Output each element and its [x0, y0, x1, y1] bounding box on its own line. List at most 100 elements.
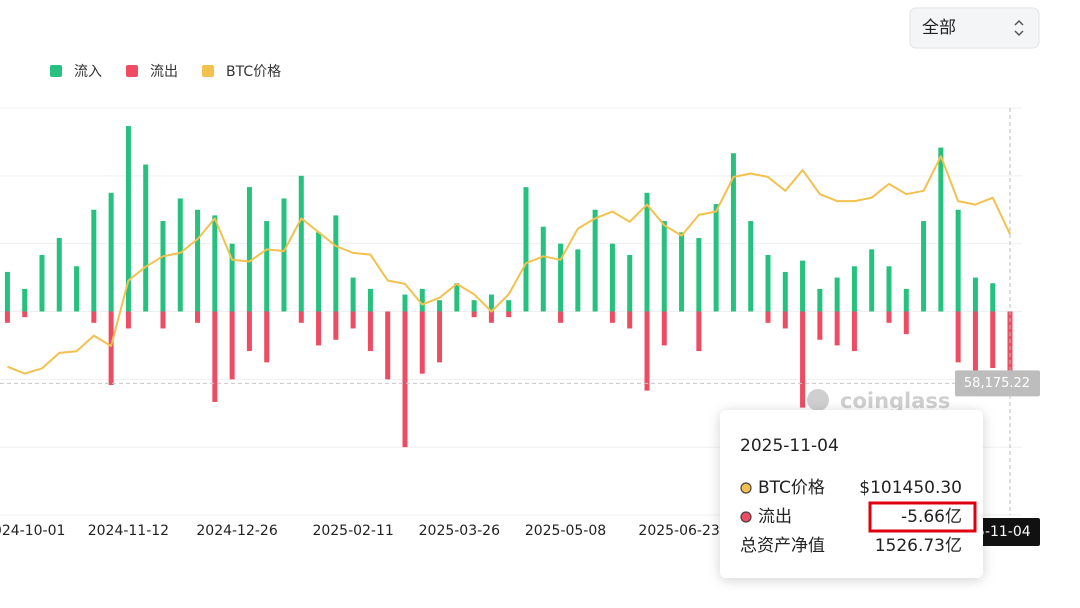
bar — [903, 311, 909, 335]
bar — [627, 311, 633, 329]
price-line — [7, 155, 1011, 375]
bar — [229, 311, 235, 380]
select-arrows — [1014, 19, 1024, 37]
bar — [125, 126, 131, 312]
tooltip-date: 2025-11-04 — [740, 436, 839, 456]
tooltip-name: 总资产净值 — [740, 536, 825, 556]
bar — [91, 209, 97, 312]
bar — [39, 254, 45, 312]
bar — [800, 311, 806, 408]
watermark-icon — [807, 389, 829, 411]
legend-swatch — [126, 65, 138, 77]
x-tick-label: 2025-06-23 — [638, 523, 719, 539]
bar — [886, 311, 892, 323]
tooltip-value: 1526.73亿 — [875, 536, 962, 556]
bar — [333, 311, 339, 340]
bar — [488, 294, 494, 312]
filter-select[interactable] — [909, 7, 1040, 49]
bar — [817, 311, 823, 340]
tooltip-name: BTC价格 — [758, 478, 825, 498]
bar — [661, 221, 667, 312]
bar — [972, 311, 978, 374]
bar — [817, 288, 823, 312]
bar — [298, 175, 304, 312]
bar — [419, 288, 425, 312]
bar — [471, 311, 477, 318]
bar — [955, 311, 961, 363]
bar — [921, 221, 927, 312]
bar — [851, 266, 857, 312]
x-tick-label: 2025-02-11 — [312, 523, 393, 539]
bar — [506, 300, 512, 312]
bar — [955, 209, 961, 312]
bar — [437, 300, 443, 312]
legend-label: 流出 — [150, 64, 178, 80]
bar — [903, 288, 909, 312]
bar — [540, 226, 546, 312]
bar — [782, 271, 788, 312]
bar — [195, 209, 201, 312]
bar — [229, 243, 235, 312]
tooltip-dot — [740, 482, 752, 494]
bar — [333, 215, 339, 312]
bar — [471, 300, 477, 312]
bar — [609, 243, 615, 312]
bar — [506, 311, 512, 318]
bar — [4, 311, 10, 323]
bar — [800, 260, 806, 312]
bar — [679, 232, 685, 312]
bar — [402, 294, 408, 312]
bar — [316, 232, 322, 312]
legend-swatch — [50, 65, 62, 77]
bar — [108, 192, 114, 312]
bar — [264, 311, 270, 363]
bar — [834, 311, 840, 346]
bar — [385, 311, 391, 380]
bar — [212, 311, 218, 402]
x-tick-label: 2025-05-08 — [525, 523, 606, 539]
bar — [730, 153, 736, 312]
tooltip-value: $101450.30 — [859, 478, 962, 498]
x-tick-label: 2024-11-12 — [88, 523, 169, 539]
bar — [316, 311, 322, 346]
bar — [938, 147, 944, 312]
bar — [972, 277, 978, 312]
bar — [1007, 311, 1013, 376]
bar — [575, 249, 581, 312]
bar — [592, 209, 598, 312]
bar — [246, 187, 252, 312]
bar — [350, 311, 356, 329]
bar — [558, 311, 564, 323]
bar — [990, 283, 996, 312]
bar — [177, 198, 183, 312]
bar — [644, 311, 650, 391]
bar — [437, 311, 443, 363]
bar — [56, 238, 62, 312]
bar — [246, 311, 252, 352]
bar — [350, 277, 356, 312]
bar — [713, 204, 719, 312]
legend-label: BTC价格 — [226, 64, 281, 80]
bar — [627, 254, 633, 312]
bar — [419, 311, 425, 374]
bar — [696, 238, 702, 312]
bar — [834, 277, 840, 312]
bar — [108, 311, 114, 385]
bar — [367, 311, 373, 352]
bar — [523, 187, 529, 312]
bar — [869, 249, 875, 312]
bar — [195, 311, 201, 323]
bar — [281, 198, 287, 312]
bar — [91, 311, 97, 323]
tooltip-value: -5.66亿 — [901, 507, 962, 527]
bar — [748, 221, 754, 312]
bar — [558, 243, 564, 312]
bar — [696, 311, 702, 352]
bar — [851, 311, 857, 352]
crosshair-y-box — [955, 370, 1040, 397]
bar — [367, 288, 373, 312]
bar — [298, 311, 304, 323]
bar — [4, 271, 10, 312]
